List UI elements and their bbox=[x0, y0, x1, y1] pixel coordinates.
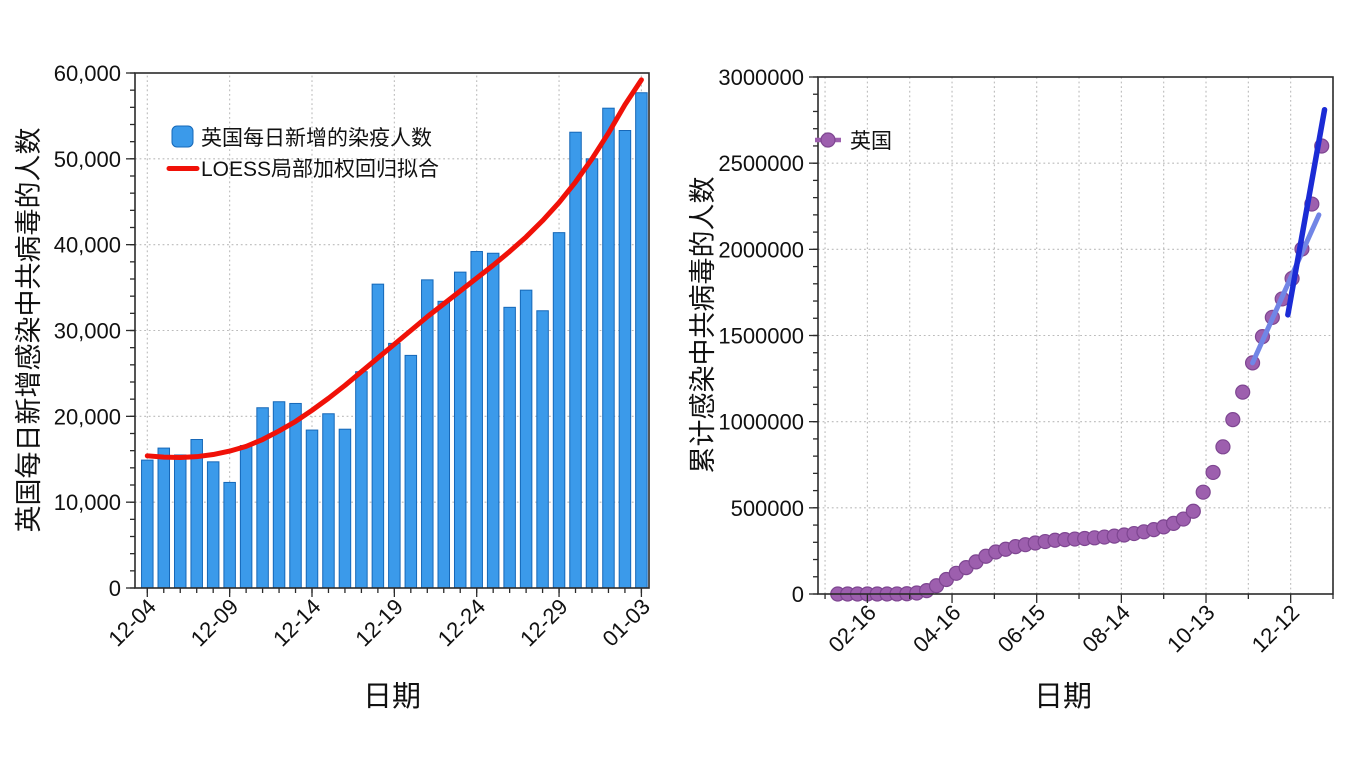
daily-cases-bar bbox=[470, 251, 483, 589]
y-tick-label: 1500000 bbox=[718, 324, 804, 349]
y-tick-label: 50,000 bbox=[54, 147, 121, 172]
cumulative-cases-scatter-chart: 0 500000 1000000 1500000 2000000 2500000 30000… bbox=[688, 65, 1334, 713]
daily-cases-bar bbox=[602, 107, 615, 589]
loess-fit-line bbox=[144, 77, 644, 461]
y-tick-label: 20,000 bbox=[54, 404, 121, 429]
x-axis-title: 日期 bbox=[363, 681, 421, 713]
fit-early-trend bbox=[1250, 212, 1322, 366]
daily-cases-bar bbox=[289, 402, 302, 589]
cumulative-case-dot bbox=[1235, 384, 1251, 400]
y-axis-title: 累计感染中共病毒的人数 bbox=[688, 177, 718, 474]
y-tick-label: 500000 bbox=[731, 496, 804, 521]
daily-cases-bar bbox=[206, 461, 220, 589]
daily-cases-bar bbox=[536, 310, 549, 589]
legend-label-uk: 英国 bbox=[850, 130, 892, 153]
y-tick-label: 40,000 bbox=[54, 233, 121, 258]
daily-cases-bar bbox=[322, 413, 335, 589]
cumulative-case-dot bbox=[1225, 412, 1241, 428]
legend-uk-swatch-dot bbox=[820, 132, 836, 148]
daily-cases-bar-chart: 0 10,000 20,000 30,000 40,000 50,000 60,000 12-… bbox=[14, 61, 655, 713]
daily-cases-bar bbox=[503, 306, 516, 589]
x-tick-label: 04-16 bbox=[908, 600, 965, 657]
x-tick-label: 12-04 bbox=[103, 594, 160, 651]
legend-bar-swatch bbox=[171, 125, 194, 148]
x-tick-label: 01-03 bbox=[597, 594, 654, 651]
daily-cases-bar bbox=[157, 447, 171, 589]
daily-cases-bar bbox=[437, 300, 451, 589]
y-tick-label: 2000000 bbox=[718, 237, 804, 262]
fit-latest-trend bbox=[1285, 106, 1328, 318]
cumulative-case-dot bbox=[1195, 484, 1211, 500]
y-tick-label: 0 bbox=[109, 576, 121, 601]
y-tick-label: 2500000 bbox=[718, 151, 804, 176]
daily-cases-bar bbox=[618, 130, 632, 589]
daily-cases-bar bbox=[223, 481, 236, 589]
daily-cases-bar bbox=[486, 252, 500, 589]
y-axis-title: 英国每日新增感染中共病毒的人数 bbox=[14, 128, 44, 533]
daily-cases-bar bbox=[239, 445, 253, 589]
daily-cases-bar bbox=[305, 429, 319, 589]
cumulative-case-dot bbox=[1185, 503, 1201, 519]
y-tick-label: 60,000 bbox=[54, 61, 121, 86]
y-tick-label: 0 bbox=[792, 582, 804, 607]
x-tick-label: 12-12 bbox=[1247, 600, 1304, 657]
x-tick-label: 08-14 bbox=[1077, 600, 1134, 657]
x-tick-label: 12-24 bbox=[433, 594, 490, 651]
x-tick-label: 06-15 bbox=[993, 600, 1050, 657]
cumulative-case-dot bbox=[1215, 439, 1231, 455]
daily-cases-bar bbox=[519, 289, 533, 589]
x-tick-label: 12-14 bbox=[268, 594, 325, 651]
daily-cases-bar bbox=[338, 428, 352, 589]
x-tick-label: 12-09 bbox=[186, 594, 243, 651]
daily-cases-bar bbox=[404, 354, 418, 589]
cumulative-case-dot bbox=[1175, 511, 1192, 527]
daily-cases-bar bbox=[190, 439, 203, 589]
legend-label-loess: LOESS局部加权回归拟合 bbox=[201, 158, 439, 181]
y-tick-label: 1000000 bbox=[718, 410, 804, 435]
daily-cases-bar bbox=[453, 271, 467, 589]
cumulative-case-dot bbox=[1205, 464, 1221, 481]
daily-cases-bar bbox=[585, 158, 599, 589]
daily-cases-bar bbox=[552, 232, 566, 589]
x-tick-label: 10-13 bbox=[1162, 600, 1219, 657]
x-tick-label: 12-19 bbox=[350, 594, 407, 651]
daily-cases-bar bbox=[421, 279, 434, 589]
daily-cases-bar bbox=[371, 283, 385, 589]
daily-cases-bar bbox=[173, 454, 187, 589]
x-tick-label: 02-16 bbox=[823, 600, 880, 657]
x-axis-title: 日期 bbox=[1034, 681, 1092, 713]
legend-label-daily: 英国每日新增的染疫人数 bbox=[201, 127, 432, 150]
y-tick-label: 10,000 bbox=[54, 490, 121, 515]
daily-cases-bar bbox=[141, 459, 154, 589]
daily-cases-bar bbox=[355, 371, 368, 589]
y-tick-label: 30,000 bbox=[54, 319, 121, 344]
daily-cases-bar bbox=[388, 342, 401, 589]
x-tick-label: 12-29 bbox=[515, 594, 572, 651]
y-tick-label: 3000000 bbox=[718, 65, 804, 90]
daily-cases-bar bbox=[635, 92, 648, 589]
daily-cases-bar bbox=[569, 131, 582, 589]
